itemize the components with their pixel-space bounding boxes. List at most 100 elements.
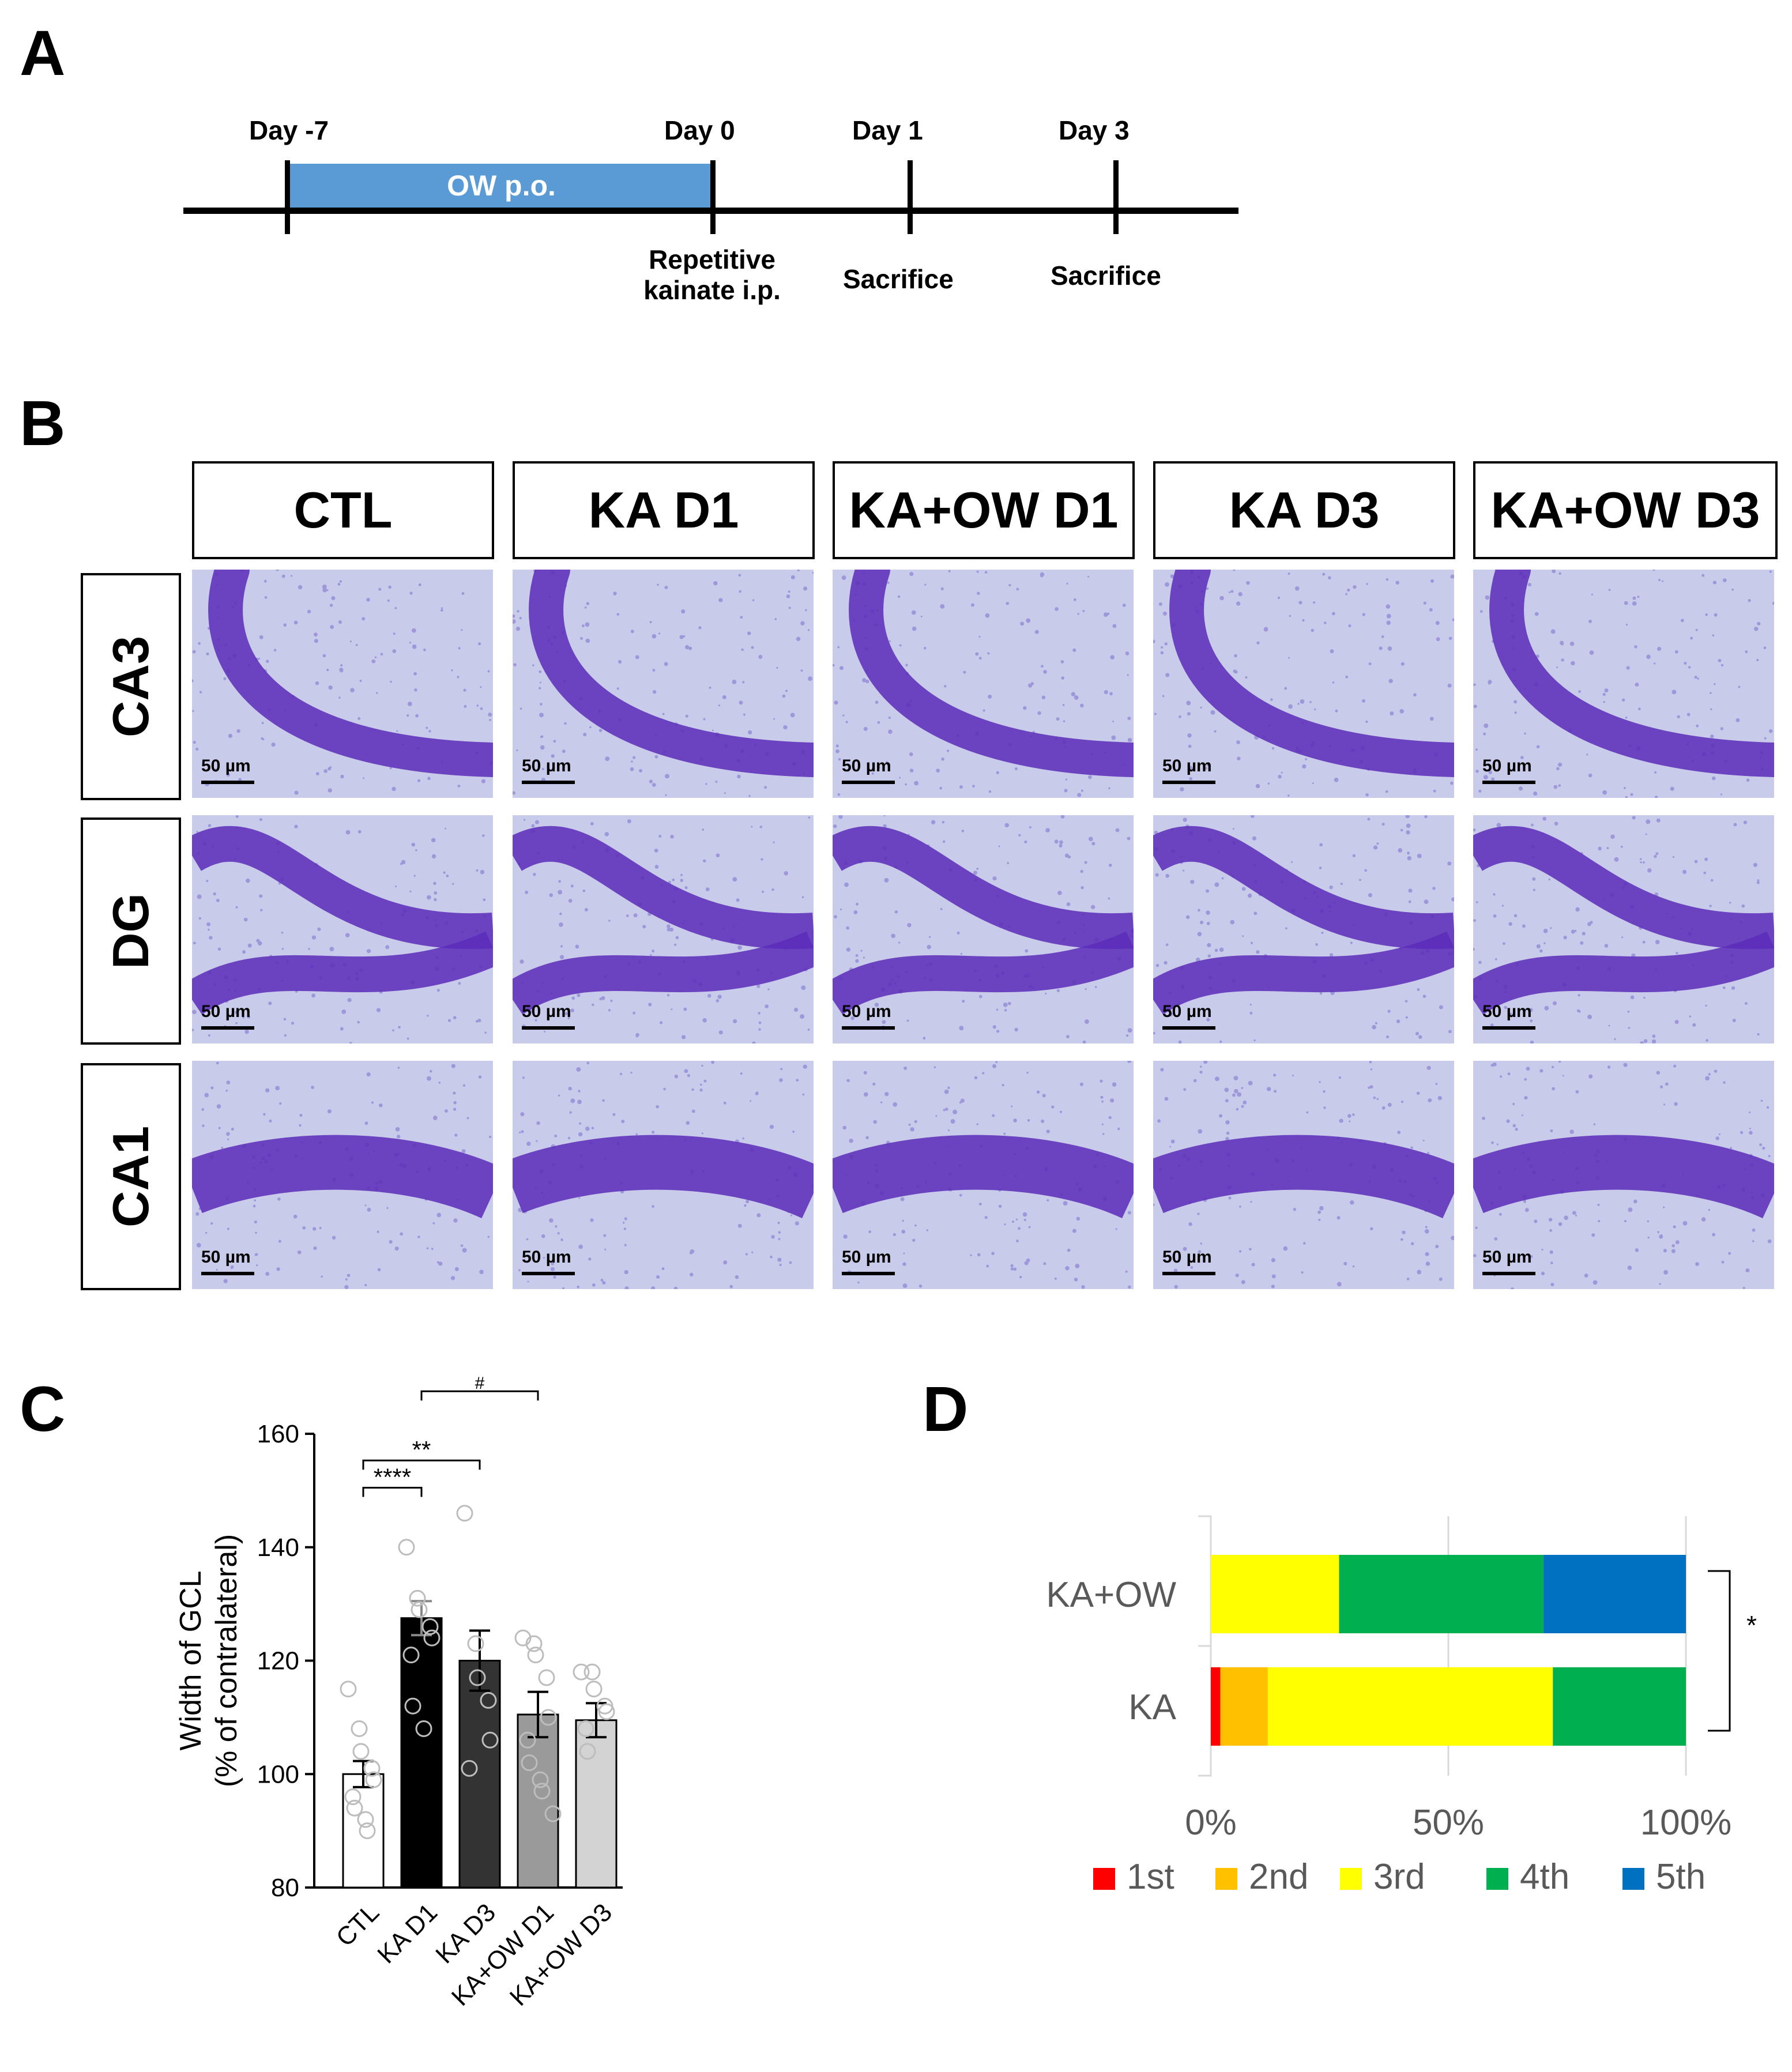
scale-bar (201, 1026, 254, 1030)
stacked-segment (1211, 1667, 1221, 1746)
data-point (461, 1760, 478, 1777)
micrograph-image (1473, 815, 1774, 1043)
micrograph: 50 µm (1473, 815, 1774, 1043)
stage-distribution-chart: KA+OW KA 0% 50% 100% * 1st 2nd 3rd 4th 5th (1046, 1515, 1757, 1897)
legend-label: 3rd (1373, 1857, 1425, 1897)
y-axis-label: Width of GCL(% of contralateral) (174, 1534, 243, 1787)
micrograph-image (1153, 815, 1454, 1043)
error-bar (528, 1690, 548, 1739)
micrograph: 50 µm (833, 1061, 1134, 1289)
significance-label: **** (374, 1463, 411, 1490)
data-point (577, 1720, 594, 1738)
event-kainate-line1: Repetitive (649, 244, 775, 274)
data-point (527, 1647, 544, 1664)
y-tick-label: 140 (257, 1534, 299, 1562)
scale-bar-label: 50 µm (1162, 1248, 1212, 1267)
data-point (532, 1771, 549, 1788)
data-point (456, 1505, 473, 1522)
micrograph: 50 µm (1153, 815, 1454, 1043)
data-point (579, 1743, 596, 1760)
micrograph-image (1473, 1061, 1774, 1289)
bar (400, 1617, 443, 1889)
scale-bar-label: 50 µm (1162, 1002, 1212, 1021)
panel-label-a: A (20, 18, 66, 89)
legend-label: 2nd (1249, 1857, 1308, 1897)
data-point (583, 1663, 601, 1681)
day-label: Day 3 (1059, 115, 1130, 145)
legend-label: 1st (1127, 1857, 1174, 1897)
data-point (467, 1635, 484, 1652)
data-point (351, 1720, 368, 1738)
data-point (352, 1743, 370, 1760)
micrograph: 50 µm (1153, 570, 1454, 798)
bar (575, 1719, 618, 1889)
bar (458, 1660, 501, 1889)
event-kainate-line2: kainate i.p. (643, 274, 781, 305)
scale-bar (1162, 1272, 1215, 1275)
data-point (538, 1669, 555, 1686)
column-header: KA D1 (513, 461, 815, 559)
category-label: KA+OW (1046, 1575, 1176, 1615)
panel-label-d: D (923, 1374, 969, 1445)
legend-swatch (1093, 1868, 1115, 1890)
micrograph-image (513, 1061, 814, 1289)
scale-bar (1482, 1026, 1535, 1030)
stacked-segment (1211, 1555, 1339, 1633)
category-label: KA (1128, 1687, 1176, 1727)
significance-bracket: ** (362, 1436, 481, 1470)
data-point (402, 1647, 420, 1664)
micrograph-image (513, 815, 814, 1043)
error-bar (586, 1702, 607, 1739)
data-point (344, 1788, 362, 1806)
micrograph: 50 µm (513, 570, 814, 798)
legend-swatch (1486, 1868, 1508, 1890)
legend-swatch (1340, 1868, 1362, 1890)
legend-item: 5th (1622, 1857, 1706, 1897)
stacked-segment (1553, 1667, 1686, 1746)
scale-bar (842, 1026, 895, 1030)
data-point (533, 1783, 551, 1800)
y-tick-label: 80 (271, 1874, 299, 1902)
row-header-label: CA3 (102, 635, 159, 738)
tick-day-1 (908, 160, 913, 234)
data-point (415, 1720, 432, 1738)
scale-bar-label: 50 µm (842, 1002, 891, 1021)
data-point (421, 1618, 439, 1635)
scale-bar-label: 50 µm (1162, 756, 1212, 775)
scale-bar-label: 50 µm (1482, 1002, 1532, 1021)
legend-item: 2nd (1215, 1857, 1308, 1897)
ow-treatment-bar: OW p.o. (289, 164, 713, 208)
scale-bar-label: 50 µm (522, 1002, 571, 1021)
data-point (521, 1754, 538, 1772)
tick-day-3 (1113, 160, 1119, 234)
scale-bar (842, 781, 895, 784)
scale-bar (522, 781, 575, 784)
tick-day-0 (710, 160, 716, 234)
scale-bar (522, 1026, 575, 1030)
scale-bar (1162, 781, 1215, 784)
data-point (357, 1811, 374, 1828)
scale-bar-label: 50 µm (522, 756, 571, 775)
scale-bar (201, 781, 254, 784)
data-point (573, 1663, 590, 1681)
micrograph: 50 µm (833, 570, 1134, 798)
data-point (409, 1589, 426, 1607)
micrograph: 50 µm (192, 1061, 493, 1289)
scale-bar-label: 50 µm (201, 756, 251, 775)
micrograph-image (1153, 570, 1454, 798)
row-header: CA1 (81, 1063, 181, 1290)
data-point (544, 1805, 562, 1822)
legend-item: 4th (1486, 1857, 1569, 1897)
micrograph-image (833, 1061, 1134, 1289)
data-point (340, 1681, 357, 1698)
scale-bar-label: 50 µm (201, 1248, 251, 1267)
data-point (404, 1697, 421, 1715)
micrograph-image (192, 1061, 493, 1289)
micrograph-image (192, 570, 493, 798)
event-sacrifice-day1: Sacrifice (843, 264, 954, 294)
significance-label: # (475, 1374, 485, 1393)
scale-bar-label: 50 µm (1482, 1248, 1532, 1267)
data-point (398, 1539, 415, 1556)
scale-bar (1482, 1272, 1535, 1275)
x-tick-label: 50% (1413, 1803, 1484, 1843)
